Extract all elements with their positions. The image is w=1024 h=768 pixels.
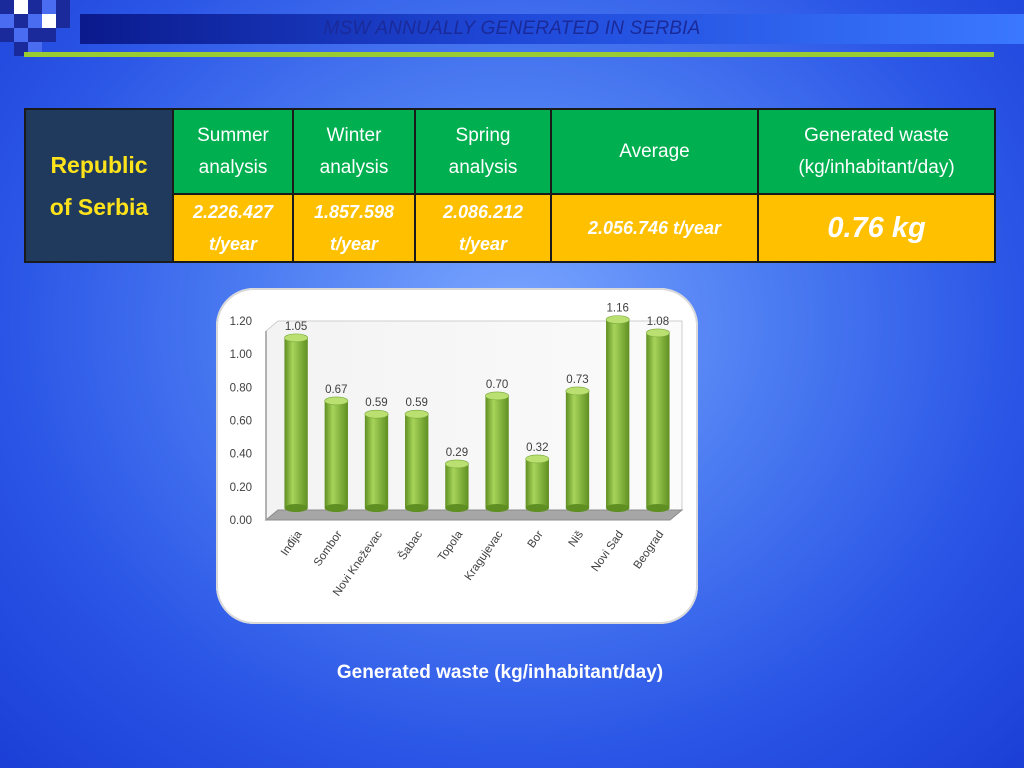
bar-value-label: 1.08 [647, 316, 669, 328]
header-summer-analysis: Summer analysis [172, 108, 294, 195]
value-line: 0.76 kg [827, 211, 926, 244]
header-winter-analysis: Winter analysis [292, 108, 416, 195]
bar-body [565, 390, 590, 508]
bar-value-label: 0.73 [566, 374, 588, 386]
chart-floor [264, 509, 684, 521]
value-line: 2.226.427 [192, 202, 274, 222]
header-bar [80, 14, 1024, 44]
header-line: analysis [319, 156, 389, 178]
bar-top [525, 454, 550, 464]
x-tick-label: Topola [436, 528, 466, 563]
y-tick-label: 0.40 [230, 449, 252, 461]
header-line: analysis [198, 156, 268, 178]
y-tick-label: 0.20 [230, 482, 252, 494]
bar-base [565, 504, 590, 512]
value-average: 2.056.746 t/year [550, 193, 759, 263]
y-tick-label: 0.80 [230, 382, 252, 394]
x-tick-label: Niš [567, 529, 587, 550]
bar-base [324, 504, 348, 512]
bar-top [444, 459, 469, 469]
bar-base [606, 504, 630, 512]
bar-value-label: 0.59 [406, 397, 428, 409]
value-line: t/year [208, 234, 258, 254]
y-tick-label: 0.00 [230, 515, 252, 527]
y-tick-label: 0.60 [230, 416, 252, 428]
header-spring-analysis: Spring analysis [414, 108, 552, 195]
x-tick-label: Šabac [396, 528, 425, 562]
value-line: t/year [458, 234, 508, 254]
header-line: analysis [448, 156, 518, 178]
bar-chart: 0.00 0.20 0.40 0.60 0.80 1.00 1.20 1.05 0.67 0.5… [230, 303, 684, 599]
bar-top [645, 328, 670, 338]
x-tick-label: Kragujevac [463, 529, 506, 583]
header-line: Winter [326, 124, 382, 146]
bar-body [405, 414, 429, 508]
bar-body [445, 463, 469, 508]
value-line: 1.857.598 [313, 202, 395, 222]
bar-base [445, 504, 469, 512]
chart-caption: Generated waste (kg/inhabitant/day) [336, 662, 664, 683]
header-line: Spring [455, 124, 511, 146]
bar-top [324, 396, 349, 406]
x-tick-label: Bor [526, 529, 546, 551]
bar-value-label: 0.29 [446, 447, 468, 459]
value-generated-waste: 0.76 kg [757, 193, 996, 263]
page-title: MSW ANNUALLY GENERATED IN SERBIA [323, 18, 701, 39]
bar-base [646, 504, 670, 512]
header-generated-waste: Generated waste (kg/inhabitant/day) [757, 108, 996, 195]
row-label-line: Republic [50, 151, 148, 178]
value-line: 2.056.746 t/year [587, 218, 722, 238]
bar-value-label: 0.67 [325, 384, 347, 396]
y-tick-label: 1.00 [230, 349, 252, 361]
bar-top [485, 391, 510, 401]
bar-body [606, 319, 630, 508]
y-tick-label: 1.20 [230, 316, 252, 328]
bar-top [565, 386, 590, 396]
bar-base [364, 504, 389, 512]
bar-value-label: 1.05 [285, 321, 307, 333]
header-average: Average [550, 108, 759, 195]
value-line: t/year [329, 234, 379, 254]
bar-body [646, 332, 670, 508]
header-divider [24, 52, 994, 57]
bar-value-label: 0.32 [526, 442, 548, 454]
bar-body [485, 395, 509, 508]
row-label-republic-of-serbia: Republic of Serbia [24, 108, 174, 263]
value-summer: 2.226.427 t/year [172, 193, 294, 263]
value-line: 2.086.212 [442, 202, 524, 222]
bar-value-label: 1.16 [607, 303, 629, 315]
row-label-line: of Serbia [49, 193, 149, 220]
bar-top [284, 333, 309, 343]
bar-body [525, 458, 549, 508]
bar-base [405, 504, 429, 512]
bar-base [525, 504, 549, 512]
bar-value-label: 0.70 [486, 379, 508, 391]
bar-top [404, 409, 429, 419]
x-tick-label: Novi Sad [590, 529, 627, 574]
bar-value-label: 0.59 [365, 397, 387, 409]
bar-top [364, 409, 389, 419]
bar-body [284, 337, 308, 508]
value-spring: 2.086.212 t/year [414, 193, 552, 263]
header-decoration [0, 0, 80, 60]
bar-body [324, 400, 348, 508]
header-line: (kg/inhabitant/day) [798, 156, 955, 178]
x-tick-label: Sombor [312, 529, 345, 569]
bar-base [485, 504, 509, 512]
x-tick-label: Inđija [279, 528, 305, 558]
header-line: Average [619, 140, 690, 162]
bar-base [284, 504, 308, 512]
x-tick-label: Beograd [632, 529, 667, 572]
header-line: Generated waste [804, 124, 949, 146]
bar-body [364, 414, 389, 508]
summary-table: Republic of Serbia Summer analysis Winte… [24, 108, 996, 263]
bar-top [605, 315, 630, 324]
value-winter: 1.857.598 t/year [292, 193, 416, 263]
header-line: Summer [197, 124, 269, 146]
